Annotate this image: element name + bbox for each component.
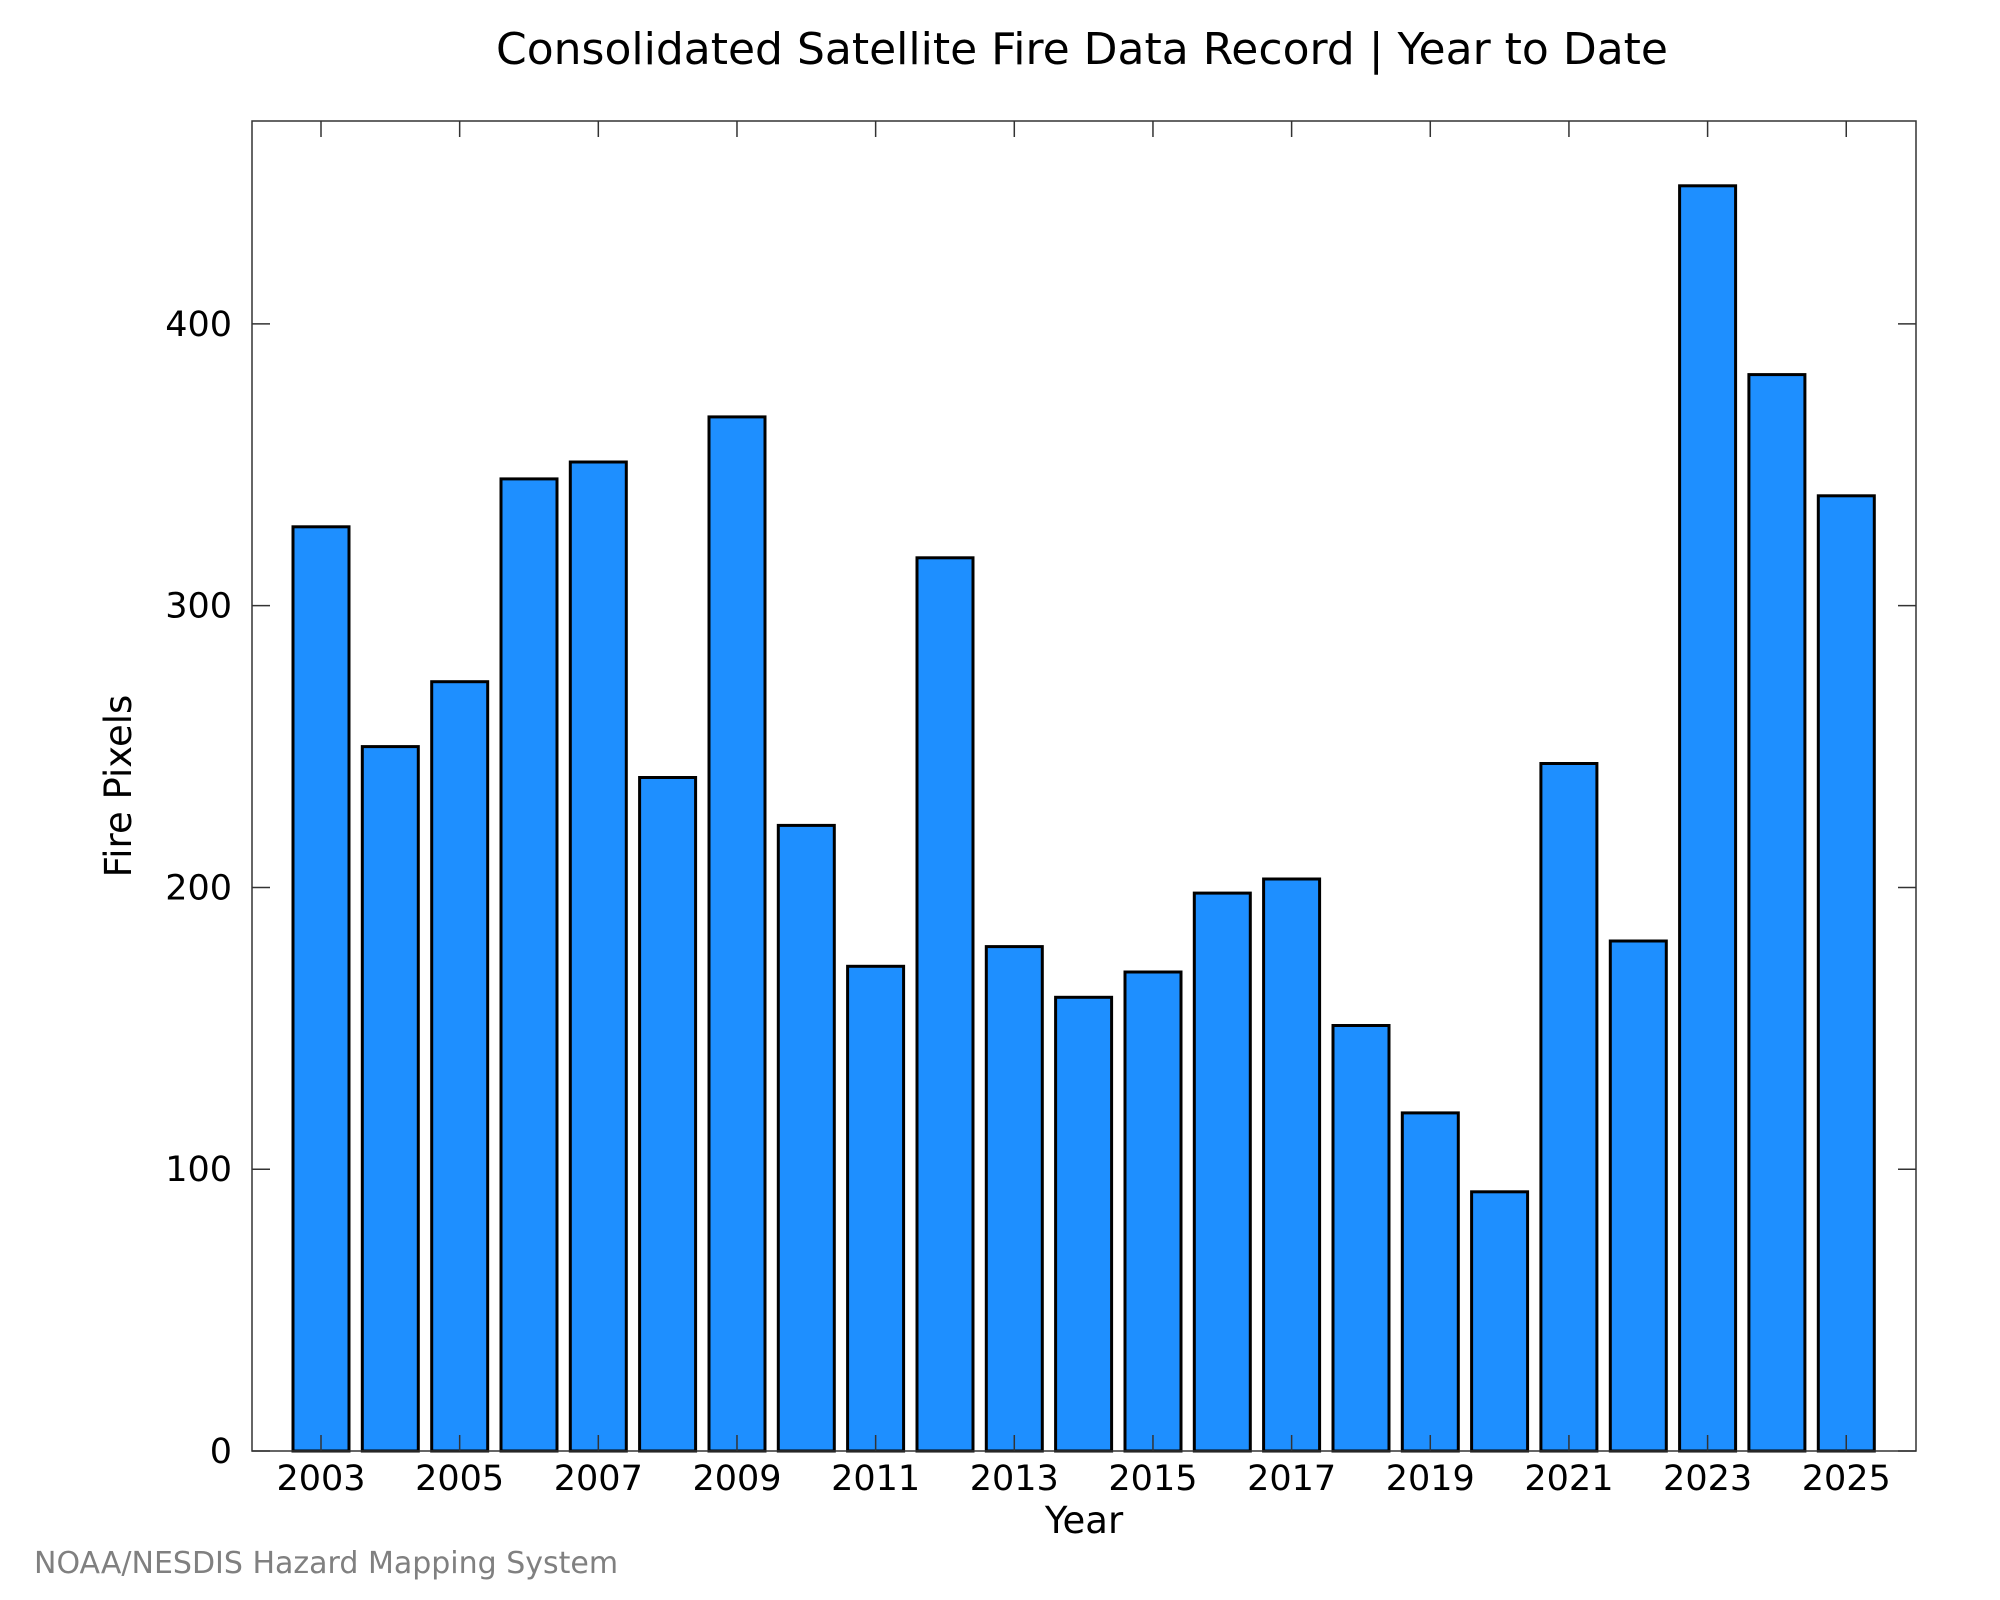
x-tick-label: 2007: [554, 1459, 643, 1499]
bar-2017: [1262, 877, 1322, 1453]
y-tick-label: 200: [165, 868, 232, 908]
plot-frame: [251, 120, 1917, 1452]
bar-2003: [291, 525, 351, 1453]
x-tick-label: 2017: [1247, 1459, 1336, 1499]
bar-2015: [1123, 970, 1183, 1453]
bar-2005: [430, 680, 490, 1453]
y-tick-label: 400: [165, 305, 232, 345]
bar-2010: [776, 823, 836, 1453]
bar-2020: [1470, 1190, 1530, 1453]
bar-2023: [1678, 184, 1738, 1453]
bar-2022: [1608, 939, 1668, 1453]
bar-2025: [1816, 494, 1876, 1453]
bar-2012: [915, 556, 975, 1453]
x-tick-label: 2003: [276, 1459, 365, 1499]
x-tick-label: 2011: [831, 1459, 920, 1499]
x-tick-label: 2009: [692, 1459, 781, 1499]
plot-area: 0 100 200 300 400 2003 2005 2007 2009 2011 2013 201…: [165, 120, 1917, 1499]
ticks-group: 0 100 200 300 400 2003 2005 2007 2009 2011 2013 201…: [165, 121, 1916, 1499]
x-tick-label: 2015: [1108, 1459, 1197, 1499]
bar-2016: [1192, 891, 1252, 1453]
chart-title: Consolidated Satellite Fire Data Record …: [496, 24, 1668, 75]
bar-2007: [568, 460, 628, 1453]
x-tick-label: 2019: [1386, 1459, 1475, 1499]
bar-2009: [707, 415, 767, 1453]
bar-2004: [360, 745, 420, 1453]
bar-2018: [1331, 1024, 1391, 1453]
x-tick-label: 2013: [970, 1459, 1059, 1499]
bar-2008: [638, 776, 698, 1453]
x-tick-label: 2025: [1802, 1459, 1891, 1499]
bar-2014: [1054, 995, 1114, 1453]
credit-text: NOAA/NESDIS Hazard Mapping System: [34, 1546, 618, 1581]
x-axis-label: Year: [1044, 1499, 1124, 1542]
x-tick-label: 2005: [415, 1459, 504, 1499]
bar-2013: [984, 945, 1044, 1453]
x-tick-label: 2021: [1524, 1459, 1613, 1499]
x-tick-label: 2023: [1663, 1459, 1752, 1499]
y-tick-label: 100: [165, 1150, 232, 1190]
y-tick-label: 300: [165, 587, 232, 627]
bar-2024: [1747, 373, 1807, 1453]
bar-2006: [499, 477, 559, 1453]
bar-2019: [1400, 1111, 1460, 1453]
y-tick-label: 0: [210, 1432, 232, 1472]
bar-2021: [1539, 762, 1599, 1453]
bar-2011: [846, 964, 906, 1453]
bars-group: [291, 184, 1876, 1453]
y-axis-label: Fire Pixels: [97, 695, 140, 878]
